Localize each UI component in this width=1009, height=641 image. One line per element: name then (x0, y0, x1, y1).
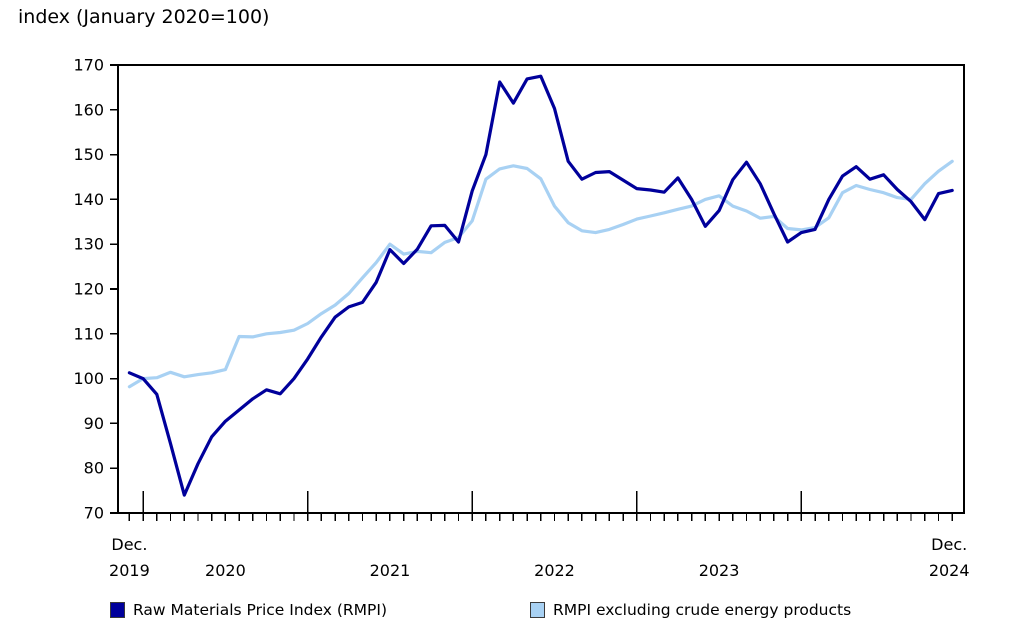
line-chart-plot: 70 80 90 100 110 120 130 140 150 160 170 Dec. 2019 20… (73, 56, 970, 581)
svg-text:2023: 2023 (699, 561, 740, 580)
svg-text:150: 150 (73, 145, 104, 164)
svg-text:Dec.: Dec. (931, 535, 967, 554)
rmpi-legend-swatch (110, 602, 125, 618)
svg-text:80: 80 (84, 459, 104, 478)
svg-text:170: 170 (73, 56, 104, 75)
rmpi-excluding-energy-legend-label: RMPI excluding crude energy products (553, 601, 852, 619)
svg-text:110: 110 (73, 324, 104, 343)
chart-title: index (January 2020=100) (18, 6, 270, 28)
svg-text:70: 70 (84, 504, 104, 523)
svg-text:2022: 2022 (534, 561, 575, 580)
legend-item-rmpi: Raw Materials Price Index (RMPI) (110, 601, 387, 619)
svg-text:2020: 2020 (205, 561, 246, 580)
rmpi-legend-label: Raw Materials Price Index (RMPI) (133, 601, 387, 619)
svg-text:130: 130 (73, 235, 104, 254)
legend-item-rmpi-excluding-energy: RMPI excluding crude energy products (530, 601, 851, 619)
svg-text:160: 160 (73, 100, 104, 119)
svg-text:100: 100 (73, 369, 104, 388)
svg-text:2024: 2024 (929, 561, 970, 580)
svg-text:120: 120 (73, 280, 104, 299)
svg-text:2019: 2019 (109, 561, 150, 580)
rmpi-excluding-energy-legend-swatch (530, 602, 545, 618)
svg-text:2021: 2021 (370, 561, 411, 580)
svg-text:Dec.: Dec. (111, 535, 147, 554)
svg-text:140: 140 (73, 190, 104, 209)
svg-text:90: 90 (84, 414, 104, 433)
